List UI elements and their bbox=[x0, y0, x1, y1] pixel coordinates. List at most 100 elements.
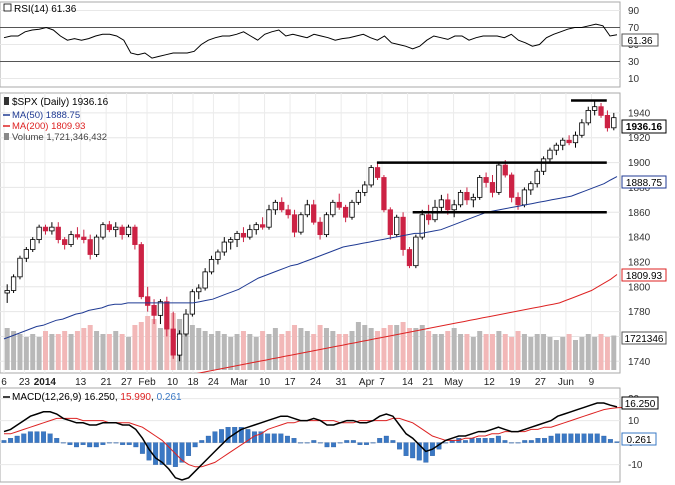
macd-hist-tag: 0.261 bbox=[621, 432, 657, 446]
hist-tag-text: 0.261 bbox=[626, 435, 651, 446]
candle-body bbox=[368, 167, 374, 186]
macd-hist-bar bbox=[298, 442, 304, 444]
volume-bar bbox=[189, 325, 195, 370]
volume-bar bbox=[87, 325, 93, 370]
candle-body bbox=[400, 216, 406, 250]
candle-body bbox=[477, 177, 483, 198]
candle-body bbox=[566, 139, 572, 144]
rsi-tick-label: 70 bbox=[628, 23, 640, 34]
volume-bar bbox=[68, 334, 74, 370]
candle-body bbox=[547, 149, 553, 160]
macd-hist-bar bbox=[120, 442, 126, 445]
macd-hist-bar bbox=[74, 442, 79, 448]
candle-body bbox=[540, 158, 547, 172]
candle-body bbox=[253, 224, 259, 231]
volume-bar bbox=[311, 334, 317, 370]
macd-hist-bar bbox=[561, 433, 567, 443]
macd-hist-bar bbox=[495, 435, 501, 443]
x-tick-label: 27 bbox=[535, 377, 547, 388]
volume-bar bbox=[81, 328, 87, 370]
volume-bar bbox=[183, 322, 189, 370]
rsi-value: 61.36 bbox=[51, 4, 76, 15]
volume-bar bbox=[604, 337, 610, 370]
volume-bar bbox=[240, 331, 246, 370]
candle-body bbox=[592, 106, 598, 111]
macd-value-text: 16.250 bbox=[84, 392, 115, 403]
price-tick-label: 1860 bbox=[628, 208, 651, 219]
rsi-legend-icon bbox=[3, 3, 12, 12]
volume-bar bbox=[579, 337, 585, 370]
macd-hist-bar bbox=[265, 433, 271, 443]
macd-hist-bar bbox=[535, 438, 541, 443]
price-tick-label: 1780 bbox=[628, 307, 651, 318]
macd-hist-bar bbox=[93, 442, 99, 448]
macd-hist-bar bbox=[60, 442, 66, 444]
price-tick-label: 1800 bbox=[628, 282, 651, 293]
macd-params: MACD(12,26,9) bbox=[12, 392, 81, 403]
ma200-tag: 1809.93 bbox=[621, 268, 667, 282]
volume-bar bbox=[528, 337, 534, 370]
macd-hist-bar bbox=[113, 442, 119, 444]
candle-body bbox=[49, 226, 55, 232]
x-tick-label: 9 bbox=[589, 377, 595, 388]
volume-bar bbox=[164, 322, 170, 370]
macd-hist-bar bbox=[476, 438, 482, 443]
candle-body bbox=[221, 241, 227, 253]
candle-body bbox=[132, 226, 138, 245]
ma50-tag-text: 1888.75 bbox=[626, 178, 663, 189]
candle-body bbox=[208, 259, 215, 273]
macd-hist-bar bbox=[291, 438, 297, 443]
x-tick-label: 13 bbox=[75, 377, 87, 388]
candle-body bbox=[259, 224, 266, 228]
macd-hist-bar bbox=[172, 442, 178, 467]
volume-label: Volume 1,721,346,432 bbox=[12, 132, 107, 143]
candle-body bbox=[572, 134, 579, 144]
rsi-tag: 61.36 bbox=[621, 33, 659, 47]
rsi-label: RSI(14) bbox=[14, 4, 48, 15]
volume-bar bbox=[502, 334, 508, 370]
volume-bar bbox=[355, 322, 361, 370]
volume-bar bbox=[36, 337, 42, 370]
macd-hist-bar bbox=[27, 431, 33, 443]
candle-body bbox=[113, 226, 119, 231]
macd-hist-bar bbox=[548, 435, 554, 443]
volume-bar bbox=[464, 334, 470, 370]
macd-hist-bar bbox=[47, 433, 53, 443]
macd-hist-bar bbox=[139, 442, 145, 454]
volume-bar bbox=[451, 328, 457, 370]
volume-bar bbox=[438, 334, 444, 370]
candle-body bbox=[438, 199, 445, 208]
candle-body bbox=[598, 106, 604, 116]
candle-body bbox=[298, 214, 304, 233]
volume-bar bbox=[413, 328, 419, 370]
macd-hist-bar bbox=[601, 435, 607, 443]
volume-bar bbox=[157, 328, 163, 370]
macd-hist-bar bbox=[278, 433, 284, 443]
last-price-text: 1936.16 bbox=[626, 122, 663, 133]
candle-body bbox=[502, 164, 508, 176]
volume-bar bbox=[30, 334, 36, 370]
x-tick-label: 10 bbox=[259, 377, 271, 388]
candle-body bbox=[215, 251, 221, 260]
candle-body bbox=[483, 177, 489, 183]
volume-bar bbox=[349, 331, 355, 370]
candle-body bbox=[394, 216, 400, 236]
volume-bar bbox=[228, 337, 234, 370]
candle-body bbox=[36, 226, 42, 240]
x-tick-label: May bbox=[444, 377, 463, 388]
x-tick-label: 6 bbox=[1, 377, 7, 388]
macd-hist-bar bbox=[607, 439, 613, 443]
candle-body bbox=[445, 199, 451, 211]
macd-hist-bar bbox=[568, 433, 574, 443]
volume-bar bbox=[62, 331, 68, 370]
macd-hist-bar bbox=[390, 440, 396, 443]
macd-hist-bar bbox=[87, 442, 93, 448]
volume-bar bbox=[260, 331, 266, 370]
candle-body bbox=[349, 201, 355, 218]
macd-hist-bar bbox=[416, 442, 422, 461]
candle-body bbox=[342, 206, 349, 218]
macd-hist-bar bbox=[317, 442, 323, 444]
volume-bar bbox=[317, 325, 323, 370]
macd-hist-bar bbox=[331, 442, 337, 448]
